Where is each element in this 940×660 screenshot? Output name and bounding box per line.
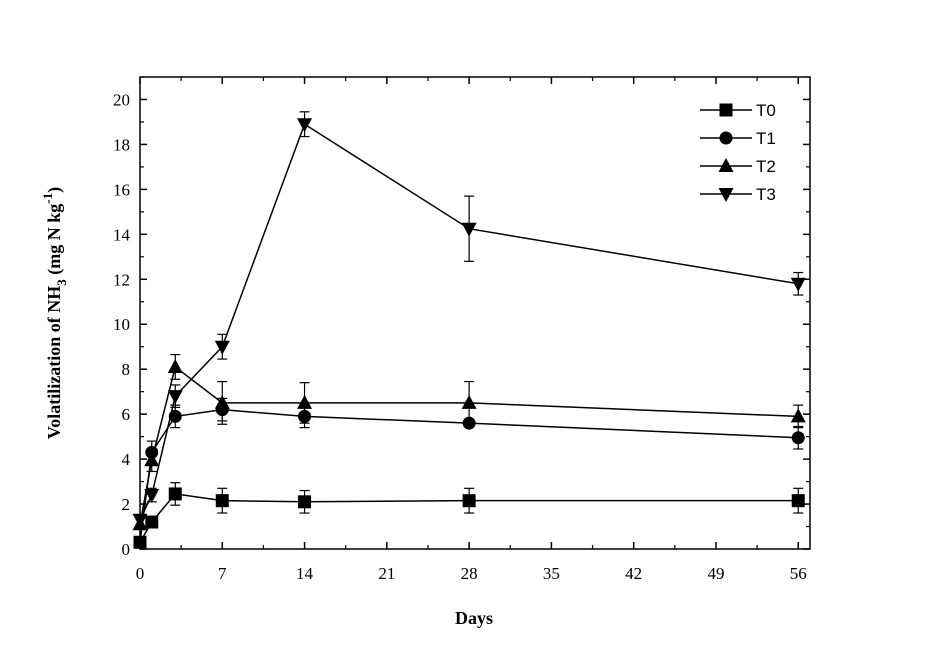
series-t2: [132, 353, 806, 531]
y-tick-label: 2: [122, 495, 131, 514]
legend-marker-t3: [718, 188, 734, 202]
legend: T0 T1 T2 T3: [700, 101, 776, 204]
y-tick-label: 18: [113, 135, 130, 154]
x-tick-label: 56: [790, 564, 807, 583]
data-point-t3: [461, 222, 477, 237]
data-point-t2: [790, 408, 806, 423]
axes-layer: 0 7 14 21 28 35 42 49 56 0 2 4 6 8 10 12 14 16 18 20: [113, 76, 810, 583]
x-tick-label: 0: [136, 564, 145, 583]
data-point-t3: [167, 390, 183, 405]
x-tick-label: 35: [543, 564, 560, 583]
y-axis-title-subscript: 3: [54, 279, 69, 286]
legend-label-t2: T2: [756, 157, 776, 176]
x-tick-label: 7: [218, 564, 227, 583]
data-point-t3: [297, 118, 313, 133]
legend-item-t3: T3: [700, 185, 776, 204]
y-tick-label: 20: [113, 90, 130, 109]
data-point-t0: [168, 487, 182, 501]
y-axis-title: Volatilization of NH3 (mg N kg-1): [40, 187, 69, 439]
y-axis-title-superscript: -1: [40, 193, 55, 204]
data-point-t2: [461, 394, 477, 409]
legend-item-t1: T1: [700, 129, 776, 148]
data-point-t2: [144, 452, 160, 467]
legend-item-t0: T0: [700, 101, 776, 120]
legend-label-t0: T0: [756, 101, 776, 120]
y-tick-label: 10: [113, 315, 130, 334]
data-point-t2: [297, 394, 313, 409]
data-point-t0: [462, 494, 476, 508]
x-tick-label: 14: [296, 564, 314, 583]
y-tick-label: 4: [122, 450, 131, 469]
data-point-t3: [144, 489, 160, 504]
data-point-t3: [214, 340, 230, 355]
y-tick-label: 8: [122, 360, 131, 379]
data-point-t0: [145, 515, 159, 529]
y-axis-title-prefix: Volatilization of NH: [44, 286, 64, 439]
x-axis-title: Days: [455, 608, 493, 628]
data-point-t1: [791, 431, 805, 445]
data-point-t0: [791, 494, 805, 508]
series-t3: [132, 111, 806, 528]
data-point-t0: [298, 495, 312, 509]
legend-label-t1: T1: [756, 129, 776, 148]
y-axis-title-unit-open: (mg N kg: [44, 204, 65, 280]
series-layer: [132, 111, 806, 549]
data-point-t3: [790, 277, 806, 292]
y-tick-label: 16: [113, 180, 130, 199]
data-point-t2: [214, 394, 230, 409]
data-point-t0: [215, 494, 229, 508]
legend-marker-t2: [718, 158, 734, 172]
y-tick-label: 12: [113, 270, 130, 289]
y-tick-label: 6: [122, 405, 131, 424]
legend-item-t2: T2: [700, 157, 776, 176]
y-tick-label: 0: [122, 540, 131, 559]
y-axis-title-unit-close: ): [44, 187, 65, 193]
x-tick-label: 49: [707, 564, 724, 583]
legend-marker-t1: [719, 131, 733, 145]
y-tick-label: 14: [113, 225, 131, 244]
legend-label-t3: T3: [756, 185, 776, 204]
x-tick-label: 28: [461, 564, 478, 583]
data-point-t1: [168, 409, 182, 423]
legend-marker-t0: [719, 103, 733, 117]
data-point-t2: [167, 358, 183, 373]
x-tick-label: 21: [378, 564, 395, 583]
plot-frame: [139, 76, 811, 550]
x-tick-label: 42: [625, 564, 642, 583]
